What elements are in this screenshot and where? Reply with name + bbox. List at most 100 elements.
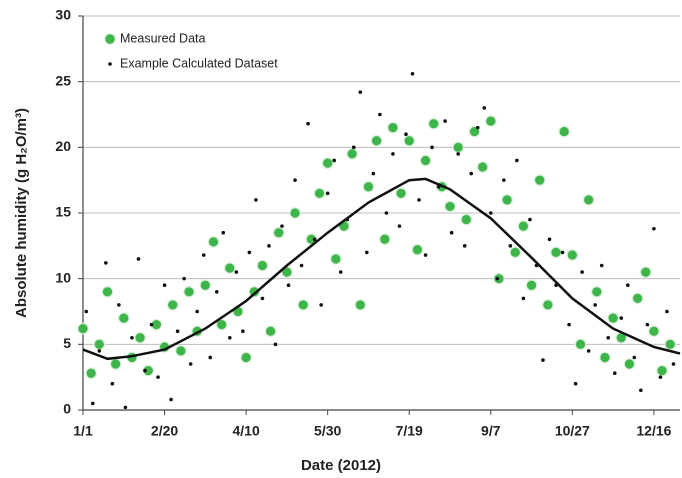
calculated-point bbox=[417, 198, 421, 202]
calculated-point bbox=[430, 145, 434, 150]
measured-point bbox=[533, 174, 546, 186]
calculated-point bbox=[371, 171, 376, 176]
calculated-point bbox=[110, 381, 115, 386]
calculated-point bbox=[84, 309, 89, 314]
measured-point bbox=[264, 325, 277, 337]
measured-point bbox=[175, 345, 187, 357]
calculated-point bbox=[391, 152, 395, 156]
measured-point bbox=[648, 325, 660, 337]
calculated-point bbox=[182, 276, 186, 281]
calculated-point bbox=[671, 362, 676, 366]
x-tick-label: 5/30 bbox=[314, 423, 341, 439]
measured-point bbox=[166, 299, 179, 311]
measured-point bbox=[387, 121, 399, 134]
x-tick-label: 4/10 bbox=[232, 423, 259, 439]
calculated-point bbox=[652, 226, 656, 231]
calculated-point bbox=[521, 296, 526, 301]
fit-curve bbox=[82, 177, 681, 361]
measured-point bbox=[109, 358, 122, 370]
measured-point bbox=[77, 322, 89, 335]
measured-point bbox=[362, 180, 375, 193]
calculated-point bbox=[665, 309, 669, 314]
calculated-point bbox=[136, 257, 141, 261]
calculated-point bbox=[586, 349, 591, 353]
calculated-point bbox=[260, 296, 265, 301]
calculated-point bbox=[632, 355, 637, 360]
measured-point bbox=[134, 331, 146, 344]
calculated-point bbox=[286, 283, 291, 288]
measured-point bbox=[631, 292, 644, 305]
y-tick-label: 0 bbox=[63, 401, 71, 417]
calculated-point bbox=[384, 211, 389, 215]
measured-point bbox=[452, 141, 464, 154]
calculated-point bbox=[169, 397, 173, 402]
measured-point bbox=[289, 207, 301, 219]
calculated-point bbox=[612, 371, 617, 376]
legend-marker bbox=[108, 62, 112, 66]
measured-point bbox=[85, 367, 97, 380]
measured-point bbox=[484, 115, 497, 127]
calculated-point bbox=[241, 329, 245, 334]
calculated-point bbox=[299, 263, 304, 268]
y-tick-label: 15 bbox=[55, 204, 71, 220]
calculated-point bbox=[338, 270, 343, 274]
measured-point bbox=[599, 351, 611, 364]
measured-point bbox=[142, 364, 155, 377]
calculated-point bbox=[104, 261, 108, 265]
y-tick-label: 20 bbox=[55, 138, 71, 154]
measured-point bbox=[427, 117, 440, 130]
measured-point bbox=[224, 262, 236, 274]
calculated-point bbox=[410, 71, 415, 76]
calculated-point bbox=[175, 329, 180, 334]
calculated-point bbox=[619, 316, 624, 320]
measured-point bbox=[330, 253, 342, 265]
x-tick-label: 10/27 bbox=[555, 423, 590, 439]
measured-point bbox=[639, 266, 652, 278]
calculated-point bbox=[221, 230, 226, 235]
measured-point bbox=[256, 259, 269, 272]
measured-point bbox=[664, 338, 677, 351]
measured-point bbox=[248, 285, 261, 298]
legend-marker bbox=[104, 33, 116, 45]
calculated-point bbox=[273, 342, 278, 347]
calculated-point bbox=[560, 250, 565, 255]
measured-point bbox=[93, 338, 106, 351]
calculated-point bbox=[599, 263, 604, 268]
calculated-point bbox=[658, 375, 663, 379]
measured-point bbox=[354, 299, 367, 311]
calculated-point bbox=[645, 322, 650, 327]
y-tick-label: 10 bbox=[55, 269, 71, 285]
legend-label: Measured Data bbox=[120, 31, 206, 45]
calculated-point bbox=[123, 405, 128, 410]
calculated-point bbox=[90, 401, 95, 406]
measured-point bbox=[419, 154, 432, 167]
calculated-point bbox=[280, 224, 284, 228]
calculated-point bbox=[149, 322, 154, 327]
measured-point bbox=[582, 194, 595, 206]
measured-point bbox=[656, 364, 668, 377]
measured-point bbox=[566, 249, 579, 261]
calculated-point bbox=[528, 217, 532, 222]
calculated-point bbox=[325, 191, 330, 196]
x-tick-label: 2/20 bbox=[151, 423, 178, 439]
measured-point bbox=[199, 279, 212, 292]
measured-point bbox=[607, 312, 619, 324]
measured-point bbox=[550, 246, 562, 259]
calculated-point bbox=[201, 253, 206, 257]
y-axis-title: Absolute humidity (g H₂O/m³) bbox=[13, 108, 30, 318]
calculated-point bbox=[162, 283, 167, 288]
x-tick-label: 12/16 bbox=[636, 423, 671, 439]
measured-point bbox=[101, 285, 114, 298]
calculated-point bbox=[312, 237, 317, 242]
calculated-point bbox=[195, 309, 199, 314]
calculated-point bbox=[319, 303, 323, 307]
measured-point bbox=[240, 351, 252, 364]
calculated-point bbox=[143, 368, 147, 373]
measured-point bbox=[215, 318, 228, 331]
calculated-point bbox=[117, 303, 121, 307]
calculated-point bbox=[580, 270, 584, 274]
measured-point bbox=[117, 312, 130, 324]
calculated-point bbox=[469, 171, 474, 176]
calculated-point bbox=[254, 198, 258, 202]
